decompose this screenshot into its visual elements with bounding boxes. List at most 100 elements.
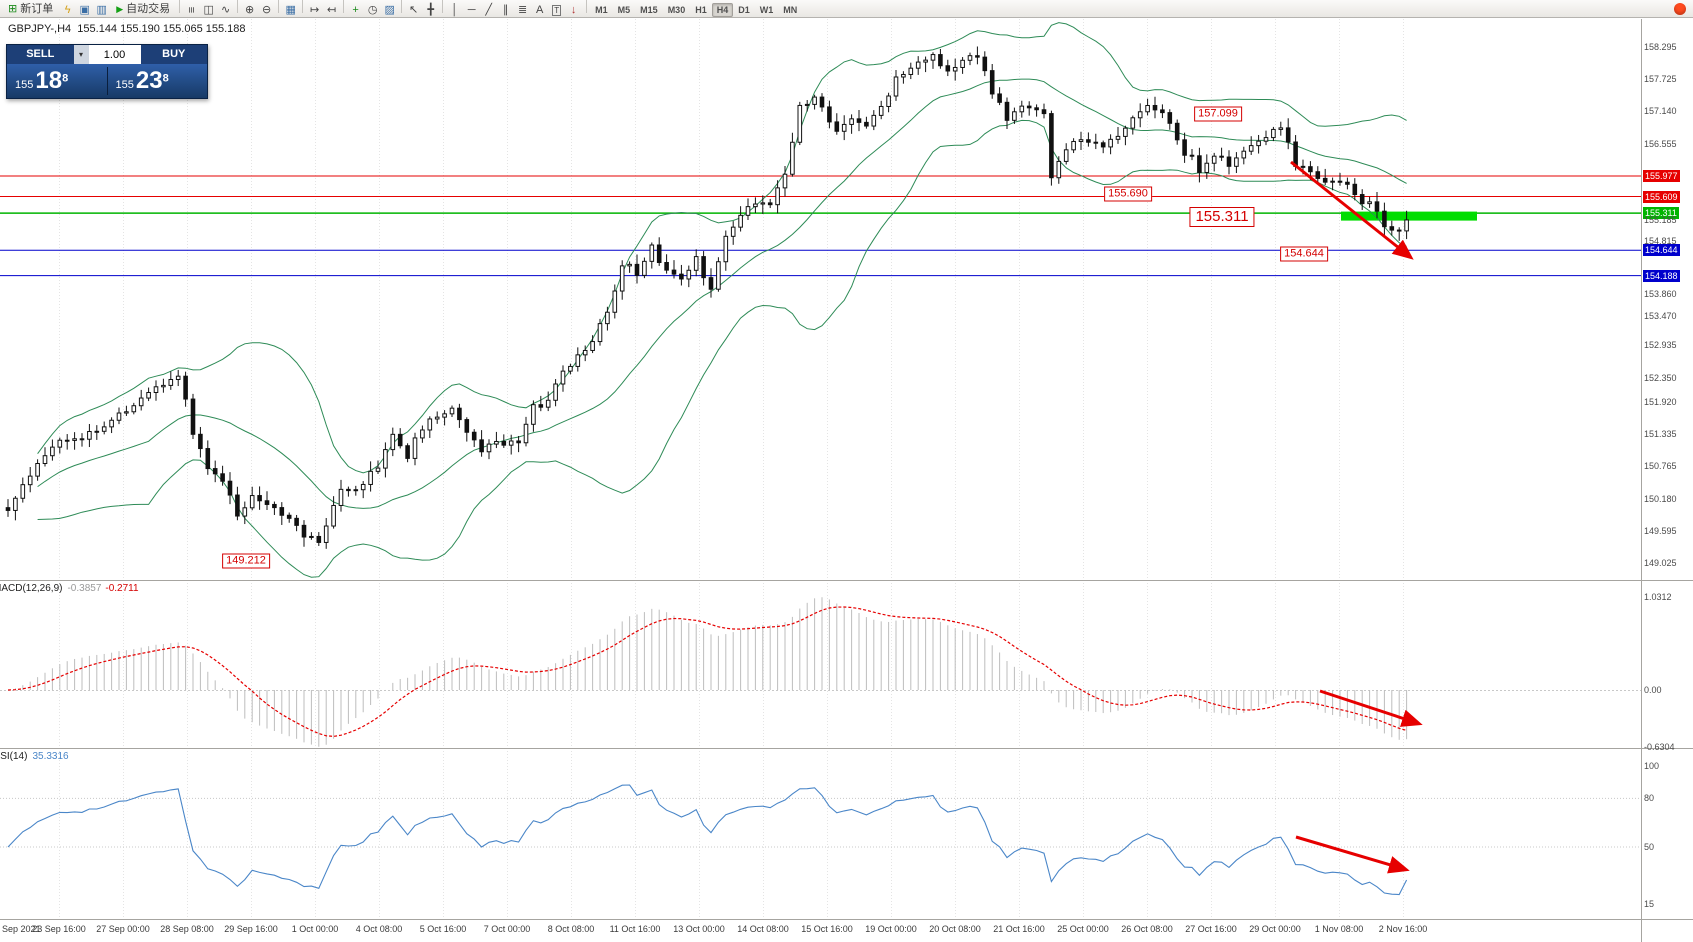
buy-button[interactable]: BUY [140,45,207,64]
tile-windows-button[interactable]: ▦ [282,2,299,17]
support-zone[interactable] [1341,211,1477,221]
crosshair-icon: ╋ [427,3,434,16]
rsi-tick: 100 [1644,761,1660,771]
grid-lines [59,19,1404,919]
auto-scroll-button[interactable]: ↦ [306,2,323,17]
timeframe-m30[interactable]: M30 [663,3,691,17]
lot-input[interactable] [88,45,141,64]
fibonacci-icon: ≣ [518,3,528,16]
bar-chart-icon: ≡ [185,6,198,13]
price-callout[interactable]: 155.690 [1104,186,1152,202]
time-tick: 13 Oct 00:00 [673,924,725,934]
price-tick: 151.920 [1644,396,1677,407]
trendline-icon: ╱ [485,3,492,16]
price-tick: 155.977 [1643,170,1680,183]
label-button[interactable]: T [548,3,565,18]
price-callout[interactable]: 155.311 [1189,207,1255,228]
rsi-tick: 15 [1644,898,1655,909]
price-callout[interactable]: 154.644 [1280,246,1328,262]
macd-signal-value: -0.2711 [105,583,139,594]
macd-axis[interactable]: 1.0312 0.00 -0.6304 [1642,0,1693,942]
price-tick: 151.335 [1644,429,1677,440]
horizontal-line-button[interactable]: ─ [463,2,480,17]
timeframe-m5[interactable]: M5 [613,3,636,17]
data-window-button[interactable]: ▥ [93,2,110,17]
timeframe-mn[interactable]: MN [778,3,802,17]
buy-price[interactable]: 155238 [108,67,208,95]
price-tick: 154.815 [1644,235,1677,246]
time-tick: 7 Oct 00:00 [483,924,531,934]
macd-main-value: -0.3857 [67,583,102,594]
data-window-icon: ▥ [96,3,107,16]
price-tick: 152.935 [1644,340,1677,351]
chart-shift-button[interactable]: ↤ [323,2,340,17]
toolbar-separator [442,0,444,13]
crosshair-button[interactable]: ╋ [422,2,439,17]
quick-trade-icon: ϟ [64,3,71,16]
channel-button[interactable]: ∥ [497,2,514,17]
trendline-button[interactable]: ╱ [480,2,497,17]
timeframe-d1[interactable]: D1 [733,3,755,17]
timeframe-h4[interactable]: H4 [711,2,734,17]
sell-button[interactable]: SELL [7,45,74,64]
price-axis[interactable]: 158.295 157.725 157.140 156.555 155.977 155.6… [1642,0,1693,942]
time-axis[interactable]: Sep 2021 23 Sep 16:00 27 Sep 00:00 28 Sep 0… [0,920,1641,942]
periods-button[interactable]: ◷ [364,2,381,17]
time-tick: 21 Oct 16:00 [993,924,1045,934]
red-arrow-price[interactable] [1290,160,1414,260]
add-indicator-button[interactable]: + [347,2,364,17]
templates-icon: ▨ [384,3,395,16]
autotrading-button[interactable]: ▶ 自动交易 [111,1,175,16]
rsi-tick: 80 [1644,793,1655,804]
charts-button[interactable]: ▣ [76,2,93,17]
price-tick: 154.188 [1643,269,1680,282]
timeframe-m15[interactable]: M15 [635,3,663,17]
price-callout[interactable]: 149.212 [222,553,270,569]
cursor-button[interactable]: ↖ [405,2,422,17]
time-tick: 2 Nov 16:00 [1378,924,1428,934]
zoom-in-button[interactable]: ⊕ [241,2,258,17]
pane-separator[interactable] [0,578,1641,583]
annotation-arrows[interactable] [1290,160,1423,874]
candlestick-chart-button[interactable]: ◫ [200,2,217,17]
sell-price[interactable]: 155188 [7,67,107,95]
toolbar-separator [179,0,181,13]
fibonacci-button[interactable]: ≣ [514,2,531,17]
quick-trade-button[interactable]: ϟ [59,2,76,17]
pane-separator[interactable] [0,746,1641,751]
pane-frames [0,19,1693,942]
time-tick: Sep 2021 [2,924,41,934]
macd-pane[interactable] [0,597,1641,747]
vertical-line-button[interactable]: │ [446,2,463,17]
toolbar-separator [237,0,239,13]
red-arrow-macd[interactable] [1319,689,1423,727]
templates-button[interactable]: ▨ [381,2,398,17]
bar-chart-button[interactable]: ≡ [183,2,200,17]
price-pane[interactable] [0,22,1641,578]
buy-price-prefix: 155 [115,79,134,91]
line-chart-icon: ∿ [221,3,231,16]
sell-price-pips: 18 [35,67,63,94]
line-chart-button[interactable]: ∿ [217,2,234,17]
new-order-button[interactable]: ⊞ 新订单 [3,1,58,16]
alert-status-icon[interactable] [1674,2,1686,15]
toolbar-separator [586,0,588,13]
price-tick: 157.725 [1644,73,1677,84]
autotrading-label: 自动交易 [126,2,171,15]
arrows-button[interactable]: ↓ [565,2,582,17]
rsi-pane[interactable] [0,784,1641,896]
rsi-label: RSI(14) 35.3316 [0,751,69,762]
timeframe-m1[interactable]: M1 [590,3,613,17]
lot-stepper[interactable]: ▾ [73,45,89,64]
macd-tick: -0.6304 [1644,741,1675,752]
timeframe-w1[interactable]: W1 [755,3,779,17]
rsi-axis[interactable]: 100 80 50 15 [1642,0,1693,942]
text-button[interactable]: A [531,2,548,17]
red-arrow-rsi[interactable] [1295,835,1410,874]
zoom-out-button[interactable]: ⊖ [258,2,275,17]
new-order-label: 新订单 [20,2,54,15]
timeframe-h1[interactable]: H1 [690,3,712,17]
price-callout[interactable]: 157.099 [1194,106,1242,122]
